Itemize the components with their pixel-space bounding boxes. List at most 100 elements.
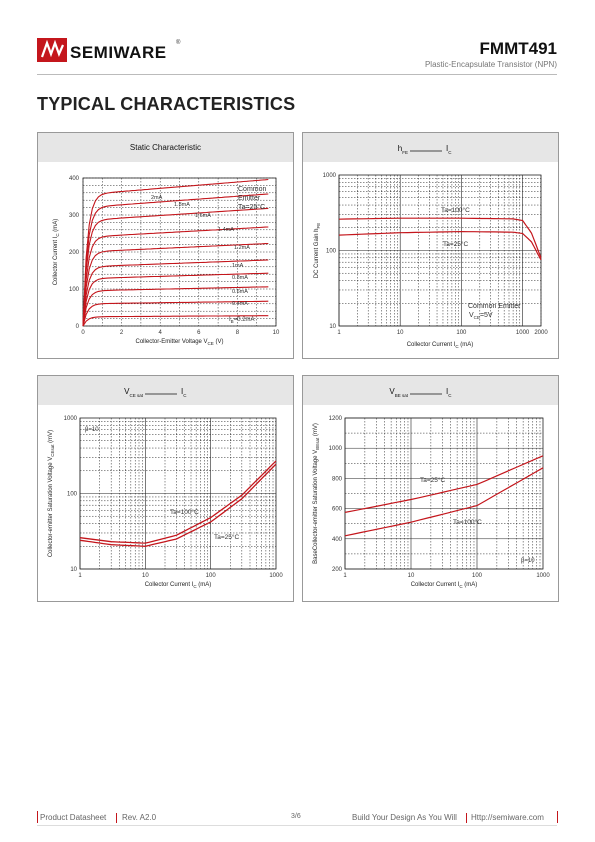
- y-tick-label: 1000: [329, 446, 343, 452]
- chart-panel-hfe: hFE IC 1 10 100 1000 2000 10 100 1000 Collector Cu…: [302, 132, 559, 359]
- plot-frame: [82, 177, 277, 327]
- curve-ta100c: [338, 217, 542, 259]
- header-divider: [37, 74, 557, 75]
- annotation: β=10: [521, 558, 535, 564]
- x-axis-label: Collector Current IC (mA): [411, 582, 478, 589]
- y-tick-label: 1000: [64, 416, 78, 422]
- x-tick-label: 1: [343, 573, 347, 579]
- registered-mark: ®: [176, 40, 181, 46]
- x-axis-label: Collector-Emitter Voltage VCE (V): [136, 339, 224, 346]
- x-tick-label: 6: [197, 330, 201, 336]
- series-label: Ta=25°C: [443, 240, 468, 248]
- panel-header: [303, 376, 558, 405]
- series-label: 0.6mA: [232, 289, 248, 295]
- section-title: TYPICAL CHARACTERISTICS: [37, 94, 296, 114]
- y-tick-label: 400: [69, 176, 80, 182]
- curve-04ma: [82, 300, 269, 327]
- plot-frame: [338, 174, 542, 327]
- part-description: Plastic-Encapsulate Transistor (NPN): [424, 60, 557, 69]
- y-tick-label: 600: [332, 507, 343, 513]
- y-tick-label: 1200: [329, 416, 343, 422]
- x-tick-label: 2: [120, 330, 124, 336]
- y-axis-label: DC Current Gain hFE: [314, 223, 321, 278]
- curve-2ma: [82, 178, 269, 327]
- x-tick-label: 10: [273, 330, 280, 336]
- y-axis-label: BaseCollector-emitter Saturation Voltage…: [313, 423, 320, 564]
- footer-doc-type: Product Datasheet: [40, 813, 107, 822]
- chart-title: hFE: [398, 144, 408, 155]
- x-tick-label: 1000: [536, 573, 550, 579]
- series-label: 1.2mA: [234, 245, 250, 251]
- series-label: IB=0.2mA: [229, 317, 255, 324]
- footer-separator: [116, 813, 117, 823]
- x-tick-label: 4: [159, 330, 163, 336]
- series-label: 1.6mA: [195, 213, 211, 219]
- chart-title: VBE sat: [389, 387, 408, 398]
- series-label: Ta=25°C: [420, 476, 445, 484]
- curve-14ma: [82, 226, 269, 327]
- panel-header: [303, 133, 558, 162]
- y-tick-label: 10: [70, 567, 77, 573]
- footer-divider: [37, 825, 557, 826]
- annotation: VCE=5V: [469, 312, 493, 320]
- x-tick-label: 100: [456, 330, 467, 336]
- x-tick-label: 1000: [516, 330, 530, 336]
- curve-08ma: [82, 272, 269, 327]
- panel-header: [38, 376, 293, 405]
- chart-title: IC: [446, 144, 452, 155]
- x-axis-label: Collector Current IC (mA): [145, 582, 212, 589]
- curve-12ma: [82, 242, 269, 327]
- curve-18ma: [82, 193, 269, 327]
- curve-ta25c: [338, 230, 542, 261]
- logo: [37, 38, 67, 62]
- x-tick-label: 10: [408, 573, 415, 579]
- footer-page-number: 3/6: [291, 813, 301, 820]
- x-tick-label: 0: [81, 330, 85, 336]
- curve-ta100c: [344, 467, 544, 537]
- y-axis-label: Collector-emitter Saturation Voltage VCE…: [48, 430, 55, 557]
- curve-ta25c: [344, 455, 544, 513]
- curve-ta25c: [79, 463, 277, 547]
- x-tick-label: 1: [337, 330, 341, 336]
- part-number: FMMT491: [479, 39, 557, 58]
- series-label: 0.8mA: [232, 275, 248, 281]
- series-label: Ta=100°C: [441, 206, 470, 214]
- y-tick-label: 10: [329, 324, 336, 330]
- chart-title: IC: [181, 387, 187, 398]
- y-tick-label: 400: [332, 537, 343, 543]
- x-tick-label: 1000: [269, 573, 283, 579]
- series-label: Ta=25°C: [214, 533, 239, 541]
- series-label: Ta=100°C: [170, 508, 199, 516]
- y-axis-label: Collector Current IC (mA): [53, 219, 60, 286]
- footer-url[interactable]: Http://semiware.com: [471, 813, 544, 822]
- x-tick-label: 1: [78, 573, 82, 579]
- annotation: Common Emitter: [468, 303, 521, 310]
- curve-06ma: [82, 286, 269, 327]
- footer-slogan: Build Your Design As You Will: [352, 813, 457, 822]
- x-tick-label: 10: [142, 573, 149, 579]
- annotation: β=10: [85, 427, 99, 433]
- x-tick-label: 8: [236, 330, 240, 336]
- x-tick-label: 10: [397, 330, 404, 336]
- chart-title: VCE sat: [124, 387, 144, 398]
- plot-frame: [344, 417, 544, 570]
- footer-accent-left: [37, 811, 38, 823]
- series-label: 1mA: [232, 263, 244, 269]
- series-label: Ta=100°C: [453, 518, 482, 526]
- y-tick-label: 100: [67, 492, 78, 498]
- curve-1ma: [82, 259, 269, 327]
- footer-accent-right: [557, 811, 558, 823]
- curve-16ma: [82, 207, 269, 327]
- series-label: 1.8mA: [174, 202, 190, 208]
- x-tick-label: 100: [206, 573, 217, 579]
- footer-revision: Rev. A2.0: [122, 813, 157, 822]
- series-label: 2mA: [151, 195, 163, 201]
- logo-mark-icon: [37, 38, 67, 62]
- chart-panel-vcesat: VCE sat IC 1 10 100 1000 10 100 1000 Collector Cu…: [37, 375, 294, 602]
- curve-ib02ma: [82, 315, 269, 327]
- y-tick-label: 100: [69, 287, 80, 293]
- plot-frame: [79, 417, 277, 570]
- x-axis-label: Collector Current IC (mA): [407, 342, 474, 349]
